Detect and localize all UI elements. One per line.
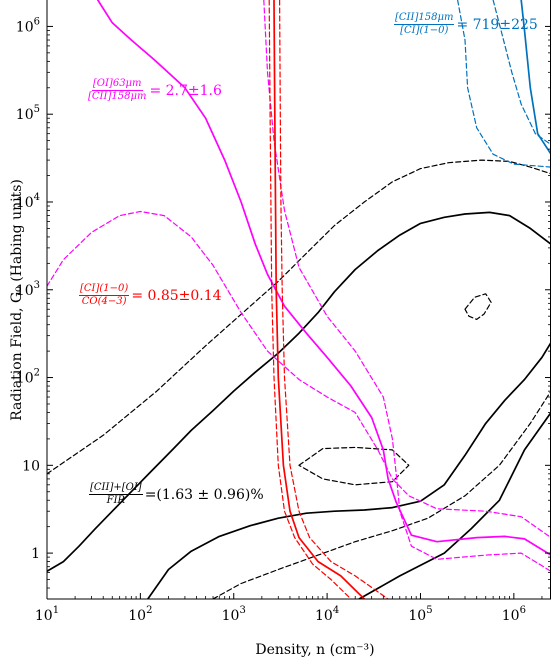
- series-line: [358, 411, 551, 599]
- annotation-numerator: [OI]63μm: [91, 78, 143, 91]
- series-line: [464, 293, 492, 320]
- tick-label: 101: [35, 605, 59, 624]
- series-line: [47, 211, 551, 573]
- series-line: [492, 0, 551, 146]
- tick-label: 106: [16, 16, 40, 35]
- annotation-denominator: [CI](1−0): [400, 25, 449, 36]
- tick-label: 103: [222, 605, 246, 624]
- tick-label: 104: [315, 605, 339, 624]
- series-line: [146, 341, 551, 599]
- annotation-value: = 0.85±0.14: [131, 287, 222, 304]
- ticks-layer: 101 102 103 104 105 106 1 10 102 103 104 105 106: [16, 16, 551, 624]
- tick-label: 1: [31, 546, 40, 562]
- series-line: [457, 0, 551, 168]
- series-layer: [47, 0, 551, 599]
- annotation-ci-co-ratio: [CI](1−0) CO(4−3) = 0.85±0.14: [79, 284, 222, 307]
- annotation-denominator: CO(4−3): [81, 296, 127, 307]
- annotation-value: =(1.63 ± 0.96)%: [144, 486, 264, 503]
- annotation-denominator: [CII]158μm: [88, 91, 147, 102]
- annotation-numerator: [CII]158μm: [394, 12, 455, 25]
- tick-label: 103: [16, 280, 40, 299]
- annotation-value: = 2.7±1.6: [149, 82, 222, 99]
- tick-label: 102: [16, 368, 40, 387]
- annotation-value: = 719±225: [456, 16, 538, 33]
- annotation-fir-fraction: [CII]+[OI] FIR =(1.63 ± 0.96)%: [89, 483, 264, 506]
- series-line: [212, 390, 551, 599]
- plot-area: [47, 0, 551, 599]
- tick-label: 106: [502, 605, 526, 624]
- series-line: [298, 446, 410, 486]
- series-line: [273, 0, 366, 599]
- tick-label: 104: [16, 192, 40, 211]
- annotation-numerator: [CI](1−0): [79, 283, 130, 296]
- x-axis-label: Density, n (cm⁻³): [255, 642, 374, 658]
- series-line: [47, 159, 551, 475]
- series-line: [279, 0, 389, 599]
- tick-label: 10: [22, 458, 40, 474]
- series-line: [96, 0, 551, 556]
- y-axis-label: Radiation Field, G₀ (Habing units): [9, 179, 25, 421]
- series-line: [268, 0, 352, 599]
- series-line: [47, 210, 551, 539]
- annotation-cii-ci-ratio: [CII]158μm [CI](1−0) = 719±225: [394, 13, 538, 36]
- annotation-denominator: FIR: [106, 495, 126, 506]
- tick-label: 105: [408, 605, 432, 624]
- tick-label: 105: [16, 104, 40, 123]
- annotation-numerator: [CII]+[OI]: [89, 482, 143, 495]
- series-line: [263, 0, 551, 572]
- series-line: [520, 0, 551, 156]
- annotation-oi-cii-ratio: [OI]63μm [CII]158μm = 2.7±1.6: [87, 79, 222, 102]
- tick-label: 102: [128, 605, 152, 624]
